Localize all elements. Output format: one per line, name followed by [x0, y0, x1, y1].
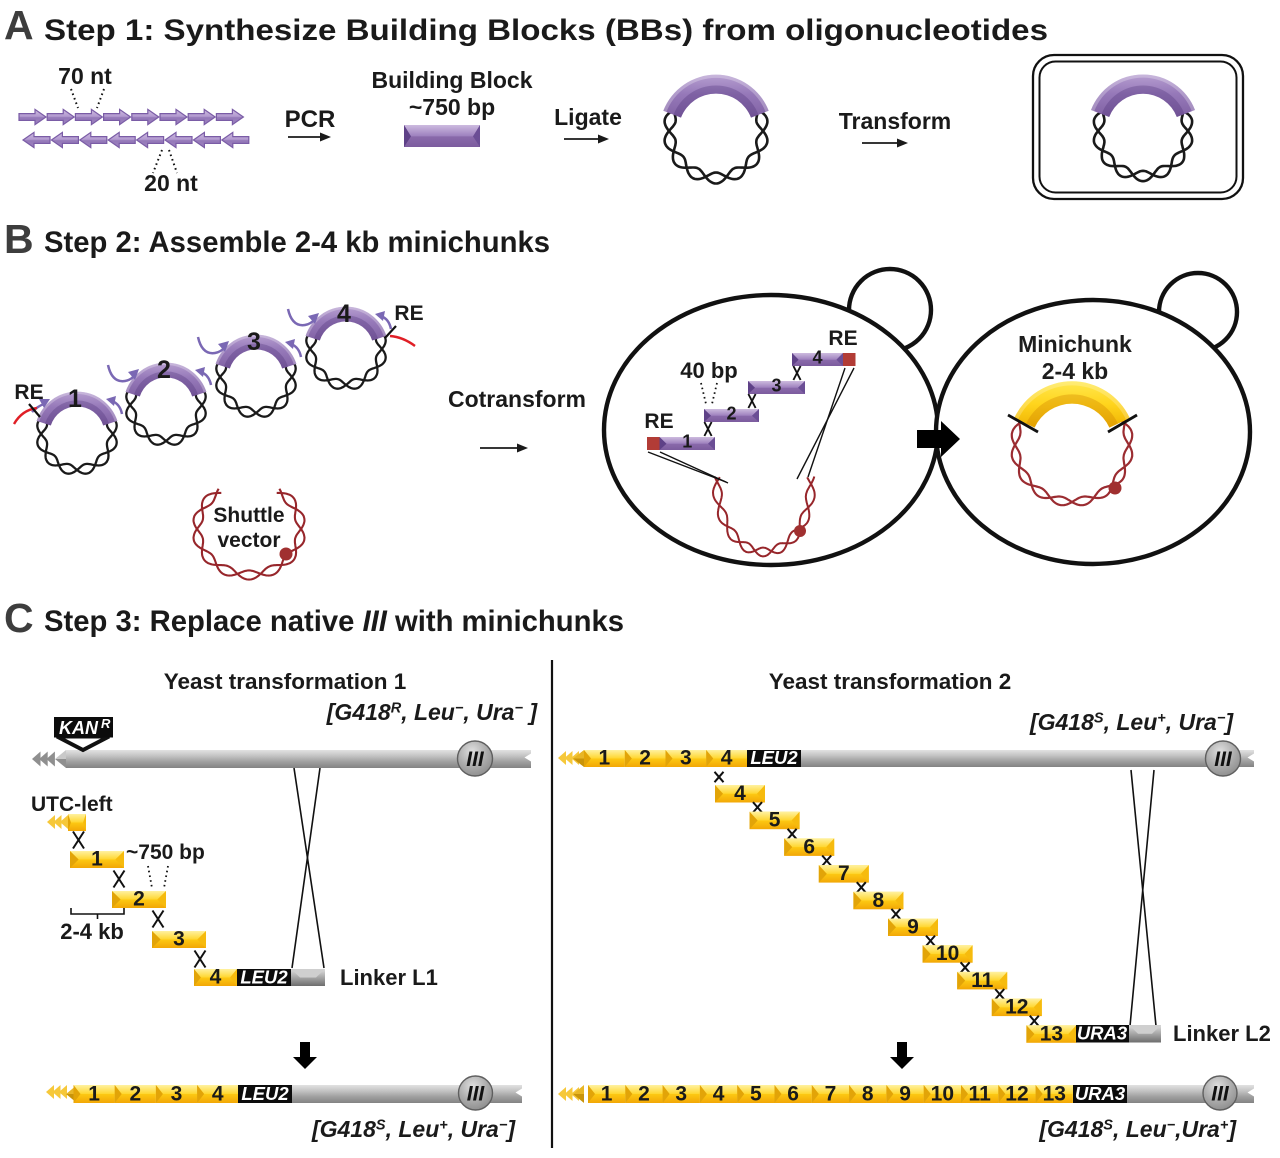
svg-text:LEU2: LEU2 [241, 1083, 289, 1104]
svg-text:2: 2 [129, 1083, 141, 1106]
svg-text:URA3: URA3 [1075, 1083, 1126, 1104]
svg-text:C: C [4, 595, 34, 641]
svg-text:4: 4 [812, 348, 822, 368]
svg-text:2: 2 [639, 747, 651, 770]
svg-text:Ligate: Ligate [554, 104, 622, 130]
svg-text:3: 3 [771, 376, 781, 396]
svg-text:III: III [1214, 748, 1233, 771]
svg-text:1: 1 [682, 432, 692, 452]
svg-text:4: 4 [721, 747, 733, 770]
svg-text:~750 bp: ~750 bp [126, 841, 205, 864]
svg-text:III: III [466, 748, 485, 771]
svg-text:4: 4 [212, 1083, 224, 1106]
svg-text:6: 6 [803, 835, 815, 858]
svg-text:5: 5 [750, 1083, 762, 1106]
svg-text:13: 13 [1040, 1022, 1063, 1045]
svg-text:III: III [467, 1083, 486, 1106]
svg-text:Minichunk: Minichunk [1018, 331, 1132, 357]
svg-text:40 bp: 40 bp [680, 358, 737, 383]
svg-text:Cotransform: Cotransform [448, 386, 586, 412]
svg-text:RE: RE [14, 381, 43, 404]
svg-text:RE: RE [828, 327, 857, 350]
svg-text:LEU2: LEU2 [750, 747, 798, 768]
svg-text:10: 10 [936, 942, 959, 965]
svg-text:3: 3 [680, 747, 692, 770]
svg-text:Yeast transformation 2: Yeast transformation 2 [769, 669, 1012, 694]
svg-text:4: 4 [210, 966, 222, 989]
svg-text:70 nt: 70 nt [58, 63, 112, 89]
svg-text:2: 2 [726, 404, 736, 424]
svg-text:5: 5 [769, 809, 781, 832]
svg-text:Step 3: Replace native III wit: Step 3: Replace native III with minichun… [44, 605, 624, 638]
svg-text:PCR: PCR [285, 106, 336, 133]
svg-text:12: 12 [1005, 1083, 1028, 1106]
svg-text:8: 8 [862, 1083, 874, 1106]
svg-text:1: 1 [88, 1083, 100, 1106]
svg-text:LEU2: LEU2 [240, 967, 288, 988]
svg-text:13: 13 [1043, 1083, 1066, 1106]
svg-text:A: A [4, 2, 34, 48]
svg-text:[G418S, Leu−,Ura+]: [G418S, Leu−,Ura+] [1038, 1116, 1237, 1142]
svg-text:20 nt: 20 nt [144, 170, 198, 196]
svg-text:B: B [4, 216, 34, 262]
svg-text:1: 1 [601, 1083, 613, 1106]
svg-text:7: 7 [838, 862, 850, 885]
svg-text:7: 7 [825, 1083, 837, 1106]
svg-text:Step 1: Synthesize Building Bl: Step 1: Synthesize Building Blocks (BBs)… [44, 14, 1048, 47]
svg-text:2-4 kb: 2-4 kb [1042, 358, 1108, 384]
svg-text:2-4 kb: 2-4 kb [60, 919, 124, 944]
svg-text:~750 bp: ~750 bp [409, 94, 495, 120]
svg-text:Yeast transformation 1: Yeast transformation 1 [164, 669, 407, 694]
svg-text:6: 6 [787, 1083, 799, 1106]
svg-text:Step 2: Assemble 2-4 kb minich: Step 2: Assemble 2-4 kb minichunks [44, 226, 550, 259]
svg-text:9: 9 [907, 916, 919, 939]
svg-text:Linker L2: Linker L2 [1173, 1021, 1271, 1046]
svg-text:[G418S, Leu+, Ura−]: [G418S, Leu+, Ura−] [1029, 709, 1234, 735]
svg-text:III: III [1211, 1083, 1230, 1106]
svg-text:1: 1 [68, 385, 82, 413]
svg-text:RE: RE [644, 410, 673, 433]
svg-text:3: 3 [247, 328, 261, 356]
svg-text:11: 11 [971, 969, 994, 992]
svg-text:8: 8 [873, 889, 885, 912]
svg-text:UTC-left: UTC-left [31, 793, 113, 816]
svg-text:Shuttle: Shuttle [213, 504, 284, 527]
svg-text:[G418R, Leu−, Ura− ]: [G418R, Leu−, Ura− ] [326, 699, 539, 725]
svg-text:Linker L1: Linker L1 [340, 965, 438, 990]
svg-text:4: 4 [337, 300, 351, 328]
svg-text:2: 2 [133, 888, 145, 911]
svg-text:Building Block: Building Block [372, 67, 533, 93]
svg-text:4: 4 [734, 782, 746, 805]
svg-text:12: 12 [1005, 996, 1028, 1019]
svg-text:[G418S, Leu+, Ura−]: [G418S, Leu+, Ura−] [311, 1116, 516, 1142]
svg-text:9: 9 [899, 1083, 911, 1106]
svg-text:2: 2 [638, 1083, 650, 1106]
svg-text:4: 4 [713, 1083, 725, 1106]
svg-text:3: 3 [173, 928, 185, 951]
svg-text:2: 2 [157, 356, 171, 384]
svg-text:Transform: Transform [839, 108, 951, 134]
svg-text:3: 3 [171, 1083, 183, 1106]
svg-text:1: 1 [599, 747, 611, 770]
svg-text:10: 10 [931, 1083, 954, 1106]
svg-text:vector: vector [217, 529, 280, 552]
svg-text:1: 1 [91, 848, 103, 871]
svg-text:URA3: URA3 [1077, 1023, 1128, 1044]
svg-text:RE: RE [394, 302, 423, 325]
svg-text:11: 11 [969, 1083, 992, 1106]
svg-text:3: 3 [675, 1083, 687, 1106]
